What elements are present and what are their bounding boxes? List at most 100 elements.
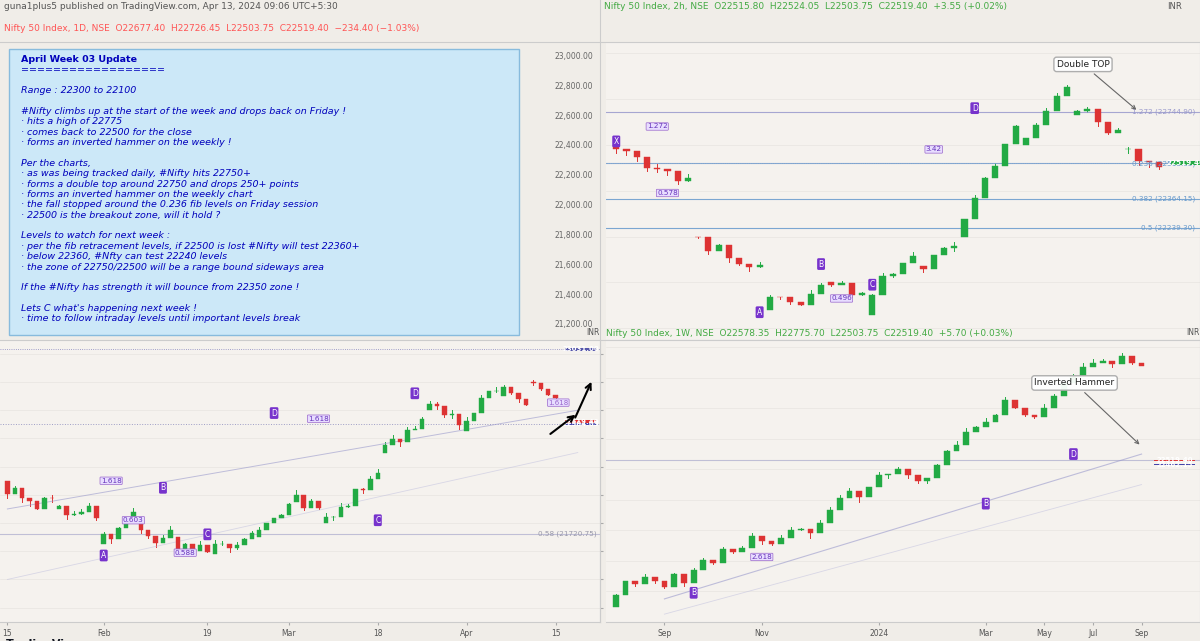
Text: INR: INR (1187, 328, 1200, 337)
Text: · the fall stopped around the 0.236 fib levels on Friday session: · the fall stopped around the 0.236 fib … (22, 200, 318, 210)
Bar (767, 297, 773, 310)
Bar (632, 581, 638, 584)
Bar (973, 428, 979, 432)
Bar (671, 574, 677, 587)
Bar (1043, 112, 1050, 125)
Bar (264, 523, 269, 530)
Bar (661, 581, 667, 587)
Bar (652, 578, 658, 581)
Text: 1.272 (22744.90): 1.272 (22744.90) (1132, 108, 1195, 115)
Bar (952, 246, 958, 248)
Bar (12, 488, 17, 494)
Bar (94, 506, 98, 518)
Bar (798, 302, 804, 305)
Bar (450, 414, 454, 415)
Bar (836, 498, 842, 510)
Bar (516, 393, 521, 399)
Text: · time to follow intraday levels until important levels break: · time to follow intraday levels until i… (22, 314, 300, 324)
Bar (79, 512, 84, 513)
Bar (294, 495, 299, 502)
Bar (706, 237, 712, 251)
Text: 21,800.00: 21,800.00 (554, 231, 593, 240)
Bar (1033, 125, 1039, 138)
Bar (624, 149, 630, 151)
Bar (866, 487, 872, 497)
Bar (1139, 363, 1145, 366)
Text: Nifty 50 Index, 2h, NSE  O22515.80  H22524.05  L22503.75  C22519.40  +3.55 (+0.0: Nifty 50 Index, 2h, NSE O22515.80 H22524… (604, 2, 1007, 11)
Text: · the zone of 22750/22500 will be a range bound sideways area: · the zone of 22750/22500 will be a rang… (22, 263, 324, 272)
Bar (191, 544, 194, 551)
Bar (368, 479, 372, 490)
Bar (5, 481, 10, 494)
FancyBboxPatch shape (565, 423, 596, 425)
Text: 0.5 (22239.30): 0.5 (22239.30) (1141, 224, 1195, 231)
Text: #Nifty climbs up at the start of the week and drops back on Friday !: #Nifty climbs up at the start of the wee… (22, 107, 346, 116)
Bar (715, 246, 721, 251)
Bar (613, 145, 619, 149)
Bar (35, 501, 40, 509)
Text: · comes back to 22500 for the close: · comes back to 22500 for the close (22, 128, 192, 137)
Text: 21,600.00: 21,600.00 (554, 261, 593, 270)
Text: · below 22360, #Nfty can test 22240 levels: · below 22360, #Nfty can test 22240 leve… (22, 252, 227, 261)
Bar (674, 171, 680, 181)
Bar (546, 389, 551, 395)
Bar (1094, 109, 1100, 122)
Bar (961, 219, 967, 237)
Bar (1105, 122, 1111, 133)
Text: 23031.00: 23031.00 (563, 346, 599, 353)
Bar (182, 544, 187, 549)
Bar (131, 512, 136, 521)
Bar (880, 276, 886, 295)
Bar (876, 475, 882, 487)
Text: Double TOP: Double TOP (1057, 60, 1135, 109)
Text: If the #Nifty has strength it will bounce from 22350 zone !: If the #Nifty has strength it will bounc… (22, 283, 299, 292)
Bar (817, 524, 823, 533)
Bar (905, 469, 911, 476)
Bar (787, 297, 793, 302)
Bar (1070, 376, 1076, 383)
Bar (1032, 415, 1037, 417)
Bar (1042, 408, 1048, 417)
Text: 22504.05: 22504.05 (563, 421, 599, 427)
Text: Range : 22300 to 22100: Range : 22300 to 22100 (22, 86, 137, 96)
Bar (20, 488, 24, 497)
Text: 22,400.00: 22,400.00 (554, 142, 593, 151)
Bar (212, 544, 217, 554)
Bar (1013, 126, 1019, 144)
Bar (934, 465, 940, 478)
Bar (746, 264, 752, 267)
Text: 1.618: 1.618 (548, 399, 569, 406)
Bar (301, 495, 306, 508)
Text: 0.496: 0.496 (832, 296, 852, 301)
Bar (479, 397, 484, 413)
Bar (1156, 162, 1162, 167)
Bar (1022, 408, 1027, 415)
Bar (502, 387, 506, 396)
Bar (1115, 129, 1121, 133)
Text: 21,400.00: 21,400.00 (554, 290, 593, 299)
Bar (846, 491, 852, 498)
Bar (685, 178, 691, 181)
Bar (1022, 138, 1028, 145)
Bar (553, 395, 558, 398)
Bar (539, 383, 542, 389)
Text: A: A (757, 308, 762, 317)
Bar (769, 542, 774, 544)
Bar (464, 421, 469, 431)
Text: 23,000.00: 23,000.00 (554, 52, 593, 61)
Text: B: B (983, 499, 989, 508)
Bar (397, 439, 402, 442)
Bar (58, 506, 61, 509)
Text: B: B (691, 588, 696, 597)
Bar (1110, 362, 1115, 364)
Bar (1135, 149, 1141, 161)
Bar (749, 536, 755, 548)
Bar (1054, 96, 1060, 112)
Bar (726, 246, 732, 258)
Text: 0.382 (22364.15): 0.382 (22364.15) (1132, 196, 1195, 202)
Bar (857, 491, 862, 497)
Bar (242, 538, 247, 545)
Bar (324, 517, 328, 523)
Text: Nifty 50 Index, 1W, NSE  O22578.35  H22775.70  L22503.75  C22519.40  +5.70 (+0.0: Nifty 50 Index, 1W, NSE O22578.35 H22775… (606, 329, 1013, 338)
Text: 22,600.00: 22,600.00 (554, 112, 593, 121)
